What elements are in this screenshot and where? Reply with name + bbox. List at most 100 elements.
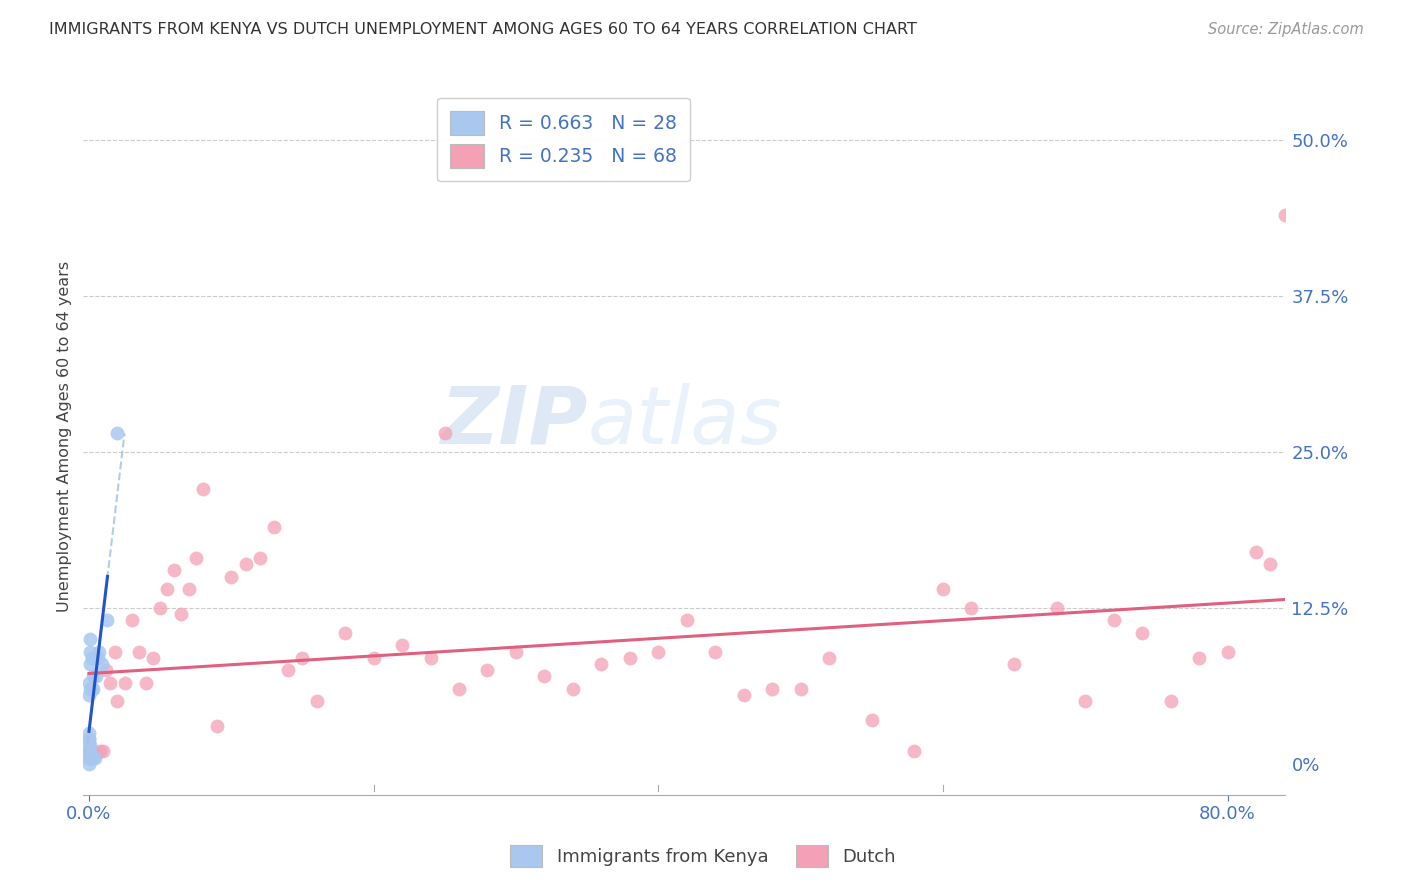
Point xyxy=(79,632,101,646)
Point xyxy=(83,747,105,761)
Point xyxy=(291,650,314,665)
Point xyxy=(82,681,104,696)
Point xyxy=(789,681,811,696)
Text: atlas: atlas xyxy=(588,383,783,461)
Point xyxy=(363,650,385,665)
Point xyxy=(98,675,121,690)
Point xyxy=(107,694,129,708)
Point xyxy=(249,550,271,565)
Point xyxy=(391,638,413,652)
Text: ZIP: ZIP xyxy=(440,383,588,461)
Point xyxy=(79,750,101,764)
Point xyxy=(77,731,100,746)
Point xyxy=(135,675,157,690)
Point xyxy=(505,644,527,658)
Point xyxy=(1130,625,1153,640)
Point xyxy=(235,557,257,571)
Point xyxy=(80,750,103,764)
Point xyxy=(675,613,697,627)
Point xyxy=(647,644,669,658)
Y-axis label: Unemployment Among Ages 60 to 64 years: Unemployment Among Ages 60 to 64 years xyxy=(58,260,72,612)
Point xyxy=(305,694,328,708)
Point xyxy=(1074,694,1097,708)
Point xyxy=(1244,544,1267,558)
Point xyxy=(87,644,110,658)
Legend: R = 0.663   N = 28, R = 0.235   N = 68: R = 0.663 N = 28, R = 0.235 N = 68 xyxy=(437,97,690,181)
Point xyxy=(77,750,100,764)
Point xyxy=(170,607,193,621)
Point xyxy=(1188,650,1211,665)
Point xyxy=(86,650,108,665)
Point xyxy=(704,644,727,658)
Point xyxy=(121,613,143,627)
Point xyxy=(96,613,118,627)
Point xyxy=(80,744,103,758)
Point xyxy=(1258,557,1281,571)
Point xyxy=(163,563,186,577)
Point xyxy=(79,744,101,758)
Point xyxy=(561,681,583,696)
Point xyxy=(184,550,207,565)
Point xyxy=(1046,600,1069,615)
Point xyxy=(733,688,755,702)
Point xyxy=(191,483,214,497)
Point xyxy=(1002,657,1025,671)
Point xyxy=(83,750,105,764)
Point xyxy=(149,600,172,615)
Point xyxy=(84,747,107,761)
Point xyxy=(107,426,129,441)
Point xyxy=(142,650,165,665)
Point xyxy=(263,520,285,534)
Text: IMMIGRANTS FROM KENYA VS DUTCH UNEMPLOYMENT AMONG AGES 60 TO 64 YEARS CORRELATIO: IMMIGRANTS FROM KENYA VS DUTCH UNEMPLOYM… xyxy=(49,22,917,37)
Point xyxy=(1160,694,1182,708)
Point xyxy=(1274,208,1296,222)
Point xyxy=(77,750,100,764)
Point xyxy=(128,644,150,658)
Point xyxy=(591,657,613,671)
Point xyxy=(94,663,117,677)
Point xyxy=(82,669,104,683)
Point xyxy=(104,644,127,658)
Point xyxy=(1216,644,1239,658)
Point xyxy=(333,625,356,640)
Point xyxy=(79,657,101,671)
Point xyxy=(89,744,111,758)
Text: Source: ZipAtlas.com: Source: ZipAtlas.com xyxy=(1208,22,1364,37)
Point xyxy=(533,669,555,683)
Point xyxy=(77,731,100,746)
Point xyxy=(77,744,100,758)
Point xyxy=(82,747,104,761)
Point xyxy=(90,657,112,671)
Point xyxy=(903,744,925,758)
Point xyxy=(447,681,470,696)
Point xyxy=(114,675,136,690)
Point xyxy=(79,681,101,696)
Point xyxy=(79,738,101,752)
Point xyxy=(433,426,456,441)
Point xyxy=(84,669,107,683)
Point xyxy=(960,600,983,615)
Point xyxy=(91,744,114,758)
Point xyxy=(156,582,179,596)
Point xyxy=(79,644,101,658)
Point xyxy=(205,719,228,733)
Point xyxy=(77,688,100,702)
Point xyxy=(860,713,883,727)
Point xyxy=(77,738,100,752)
Point xyxy=(818,650,841,665)
Point xyxy=(77,675,100,690)
Point xyxy=(277,663,299,677)
Point xyxy=(77,725,100,739)
Point xyxy=(77,756,100,771)
Point xyxy=(932,582,955,596)
Point xyxy=(221,569,243,583)
Point xyxy=(80,650,103,665)
Point xyxy=(619,650,641,665)
Point xyxy=(177,582,200,596)
Point xyxy=(82,750,104,764)
Point xyxy=(419,650,441,665)
Point xyxy=(761,681,783,696)
Point xyxy=(77,744,100,758)
Point xyxy=(1102,613,1125,627)
Point xyxy=(477,663,499,677)
